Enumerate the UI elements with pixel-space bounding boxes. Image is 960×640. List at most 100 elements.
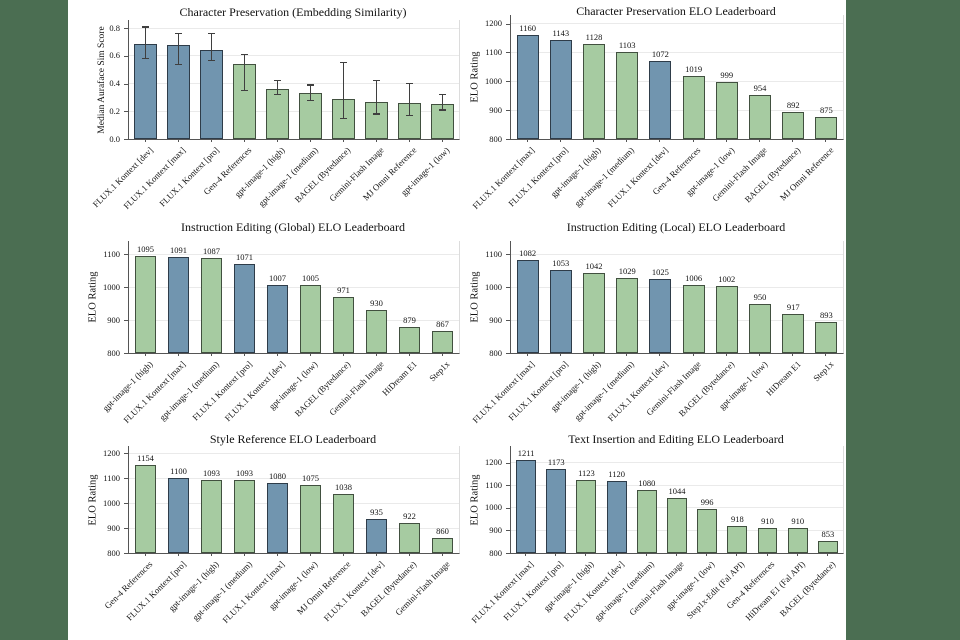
bar [667,498,687,553]
x-tick [375,553,377,556]
bar-value-label: 893 [820,310,833,321]
bar [134,255,157,353]
bar-value-label: 1128 [585,32,603,43]
bar [266,284,289,353]
bar [649,60,672,139]
bar [134,464,157,553]
bar [332,493,355,553]
bar-value-label: 1071 [236,251,253,262]
x-tick [210,139,212,142]
bar-value-label: 1019 [685,63,703,74]
error-bar [441,94,444,110]
gridline [129,286,459,288]
y-tick-label: 1100 [485,479,502,490]
x-tick [441,553,443,556]
x-tick [526,139,528,142]
y-tick-label: 0.8 [109,22,120,33]
bar [782,314,805,353]
y-tick [124,503,128,505]
error-bar-cap [373,80,380,82]
x-tick [615,553,617,556]
bar-value-label: 930 [370,298,383,309]
bar [682,285,705,353]
y-tick [506,254,510,256]
error-bar-cap [340,62,347,64]
x-tick [626,353,628,356]
x-tick-label: FLUX.1 Kontext [dev] [605,359,670,424]
error-bar [243,54,246,91]
y-tick-label: 800 [107,547,120,558]
gridline [511,80,843,82]
gridline [511,51,843,53]
error-bar-cap [439,94,446,96]
x-tick-label: gpt-image-1 (medium) [572,359,637,423]
bar [265,89,290,139]
y-tick-label: 1100 [485,248,502,259]
y-tick-label: 0.0 [109,133,120,144]
x-tick-label: FLUX.1 Kontext [pro] [189,359,254,423]
error-bar-cap [406,83,413,85]
y-tick [506,320,510,322]
x-tick [408,139,410,142]
x-tick [243,553,245,556]
gridline [129,83,459,85]
y-tick-label: 1000 [485,75,502,86]
bar [606,480,627,553]
error-bar-cap [208,33,215,35]
x-tick [792,139,794,142]
bar [516,35,539,139]
bar [757,528,778,553]
error-bar [408,83,411,116]
y-tick-label: 1200 [103,447,120,458]
x-tick [555,553,557,556]
y-tick [124,528,128,530]
y-tick-label: 800 [489,347,502,358]
x-tick [736,553,738,556]
x-tick [243,353,245,356]
bar-value-label: 954 [753,82,767,93]
bar [365,519,388,553]
y-tick [506,507,510,509]
y-tick-label: 800 [489,547,502,558]
x-tick-label: gpt-image-1 (medium) [190,559,254,623]
x-tick [692,139,694,142]
error-bar-cap [241,89,248,92]
x-tick [585,553,587,556]
x-tick [177,139,179,142]
x-tick-label: FLUX.1 Kontext [max] [220,559,287,625]
bar-value-label: 1093 [203,468,220,479]
y-tick [124,55,128,57]
bar-value-label: 1123 [578,468,595,479]
bar [299,285,322,353]
bar [576,480,597,553]
bar [299,484,322,553]
x-tick-label: FLUX.1 Kontext [dev] [90,145,155,210]
plot-area: 1082 1053 1042 1029 1025 1006 1002 950 917 893 [510,241,844,354]
bar [233,480,256,553]
x-tick [792,353,794,356]
bar-value-label: 1006 [685,273,703,284]
x-tick [706,553,708,556]
bar [636,489,657,553]
x-tick [759,139,760,142]
y-tick-label: 1200 [485,18,502,29]
bar [431,330,454,353]
x-tick [593,139,594,142]
y-tick [506,23,510,25]
x-tick [309,139,311,142]
bar-value-label: 917 [786,302,800,313]
x-tick [593,353,594,356]
bar [697,508,718,553]
x-tick [725,139,727,142]
error-bar [276,80,279,95]
x-tick [796,553,798,556]
bar-value-label: 1038 [335,481,352,492]
y-tick-label: 900 [107,314,120,325]
bar-value-label: 999 [720,69,734,80]
error-bar-cap [208,59,215,61]
gridline [129,319,459,321]
x-tick [725,353,727,356]
chart-title: Character Preservation (Embedding Simila… [179,5,407,19]
x-tick [441,353,443,356]
bar [583,273,605,353]
